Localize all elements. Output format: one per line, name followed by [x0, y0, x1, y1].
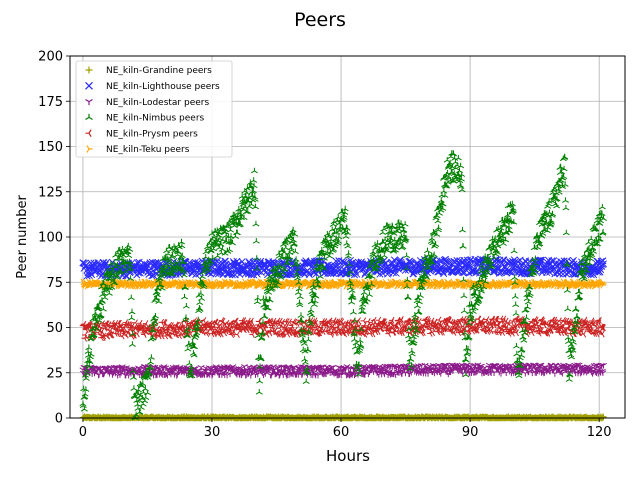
x-tick-label: 90 [462, 425, 479, 440]
legend-entry: NE_kiln-Prysm peers [106, 129, 198, 139]
y-tick-label: 100 [38, 231, 63, 246]
x-axis-label: Hours [326, 447, 370, 465]
y-tick-label: 175 [38, 95, 63, 110]
series-ne-kiln-lodestar-peers [79, 362, 607, 379]
legend-entry: NE_kiln-Nimbus peers [106, 114, 205, 124]
y-axis-label: Peer number [15, 195, 30, 279]
y-tick-label: 25 [46, 366, 63, 381]
series-ne-kiln-grandine-peers [79, 413, 607, 422]
legend-entry: NE_kiln-Lighthouse peers [106, 82, 220, 92]
y-tick-label: 150 [38, 140, 63, 155]
legend-marker [85, 113, 93, 121]
series-markers [79, 315, 606, 342]
legend: NE_kiln-Grandine peers NE_kiln-Lighthouse… [75, 60, 233, 158]
series-ne-kiln-nimbus-peers [79, 150, 607, 421]
legend-box [75, 60, 233, 158]
y-tick-label: 50 [46, 321, 63, 336]
x-tick-label: 60 [333, 425, 350, 440]
chart-title: Peers [294, 9, 346, 31]
y-tick-label: 200 [38, 50, 63, 65]
y-tick-label: 0 [55, 412, 63, 427]
legend-entry: NE_kiln-Grandine peers [106, 66, 212, 76]
legend-marker [85, 81, 93, 90]
legend-marker [86, 145, 93, 153]
legend-marker [85, 98, 93, 106]
x-tick-label: 0 [79, 425, 87, 440]
legend-marker [85, 129, 92, 138]
x-tick-label: 120 [587, 425, 612, 440]
x-tick-label: 30 [204, 425, 221, 440]
series-markers [79, 413, 607, 422]
y-tick-label: 125 [38, 185, 63, 200]
series-markers [79, 150, 607, 421]
y-tick-label: 75 [46, 276, 63, 291]
legend-marker [85, 66, 93, 74]
legend-entry: NE_kiln-Teku peers [106, 145, 190, 155]
series-ne-kiln-prysm-peers [79, 315, 606, 342]
series-markers [79, 362, 607, 379]
legend-entry: NE_kiln-Lodestar peers [106, 98, 209, 108]
plot-area [79, 150, 608, 422]
ticks: 0 30 60 90 120 0 25 50 75 100 125 150 175 200 [38, 50, 611, 441]
